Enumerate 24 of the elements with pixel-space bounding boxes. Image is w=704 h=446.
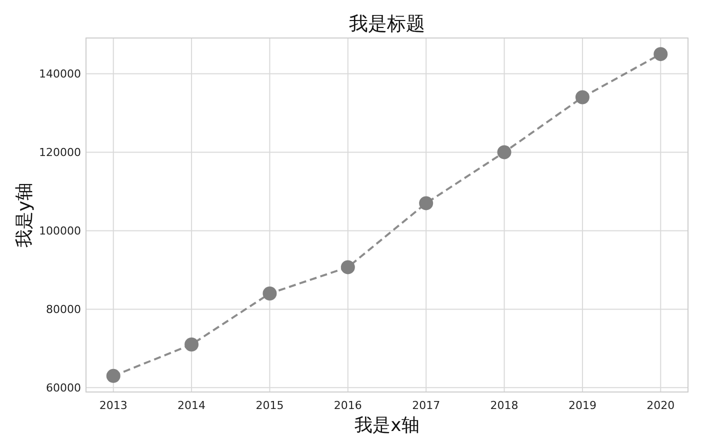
x-axis-title: 我是x轴 — [354, 415, 420, 436]
x-tick-label: 2017 — [412, 399, 440, 412]
y-tick-label: 100000 — [39, 224, 81, 238]
y-tick-label: 140000 — [39, 68, 81, 81]
x-tick-label: 2016 — [334, 399, 362, 412]
point — [654, 47, 668, 62]
y-tick-label: 80000 — [46, 303, 81, 316]
point — [419, 196, 434, 210]
y-tick-label: 60000 — [46, 382, 81, 395]
x-tick-label: 2020 — [646, 399, 675, 412]
x-tick-label: 2015 — [256, 399, 284, 412]
point — [184, 338, 199, 352]
x-tick-label: 2013 — [99, 399, 128, 412]
y-tick-label: 120000 — [39, 146, 81, 160]
x-tick-label: 2019 — [568, 399, 596, 412]
point — [262, 286, 277, 300]
point — [497, 145, 512, 160]
x-tick-label: 2014 — [178, 399, 206, 412]
chart-title: 我是标题 — [349, 13, 425, 35]
point — [575, 90, 590, 104]
x-tick-label: 2018 — [490, 399, 518, 412]
point — [106, 368, 120, 383]
point — [340, 260, 355, 274]
y-axis-title: 我是y轴 — [14, 182, 35, 248]
